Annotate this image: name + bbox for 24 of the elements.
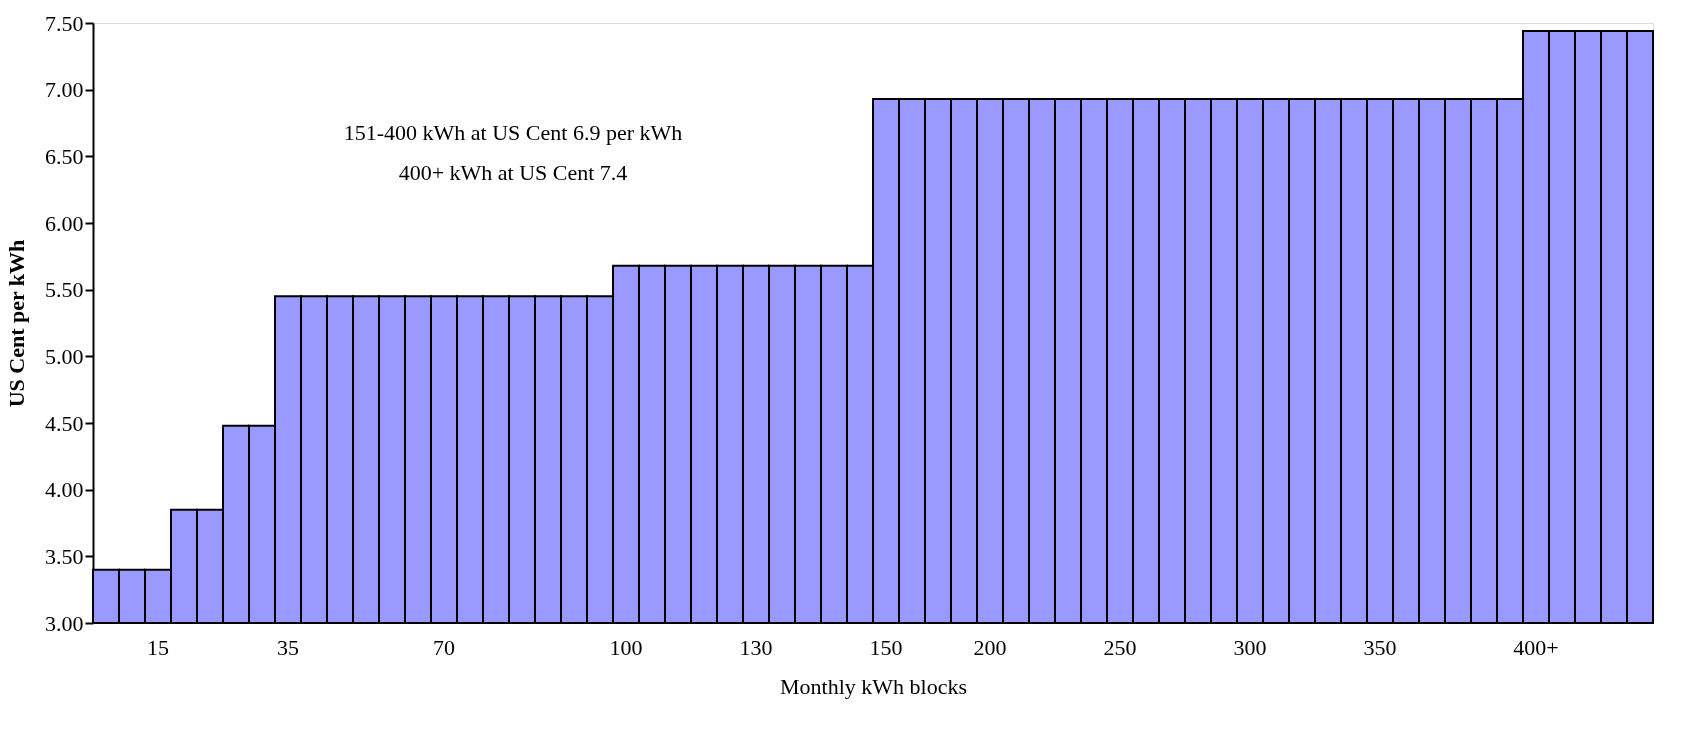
y-tick-label: 3.00 — [45, 610, 84, 636]
y-tick-label: 6.00 — [45, 210, 84, 236]
x-axis-title: Monthly kWh blocks — [780, 673, 967, 699]
y-tick-label: 3.50 — [45, 543, 84, 569]
x-tick-label: 350 — [1363, 634, 1397, 660]
x-tick-label: 130 — [739, 634, 773, 660]
x-tick-label: 400+ — [1513, 634, 1559, 660]
y-tick-label: 5.00 — [45, 343, 84, 369]
y-tick-label: 6.50 — [45, 143, 84, 169]
x-tick-label: 300 — [1233, 634, 1267, 660]
x-tick-label: 150 — [869, 634, 903, 660]
y-axis-title: US Cent per kWh — [4, 239, 29, 408]
x-tick-label: 250 — [1103, 634, 1137, 660]
y-tick-label: 7.00 — [45, 77, 84, 103]
x-tick-label: 200 — [973, 634, 1007, 660]
x-tick-label: 15 — [147, 634, 169, 660]
y-tick-label: 7.50 — [45, 10, 84, 36]
x-tick-label: 70 — [433, 634, 455, 660]
y-tick-label: 5.50 — [45, 277, 84, 303]
x-tick-label: 35 — [277, 634, 299, 660]
y-tick-label: 4.50 — [45, 410, 84, 436]
y-tick-label: 4.00 — [45, 477, 84, 503]
x-tick-label: 100 — [609, 634, 643, 660]
annotation: 151-400 kWh at US Cent 6.9 per kWh 400+ kWh at US Cent 7.4 — [343, 120, 683, 185]
